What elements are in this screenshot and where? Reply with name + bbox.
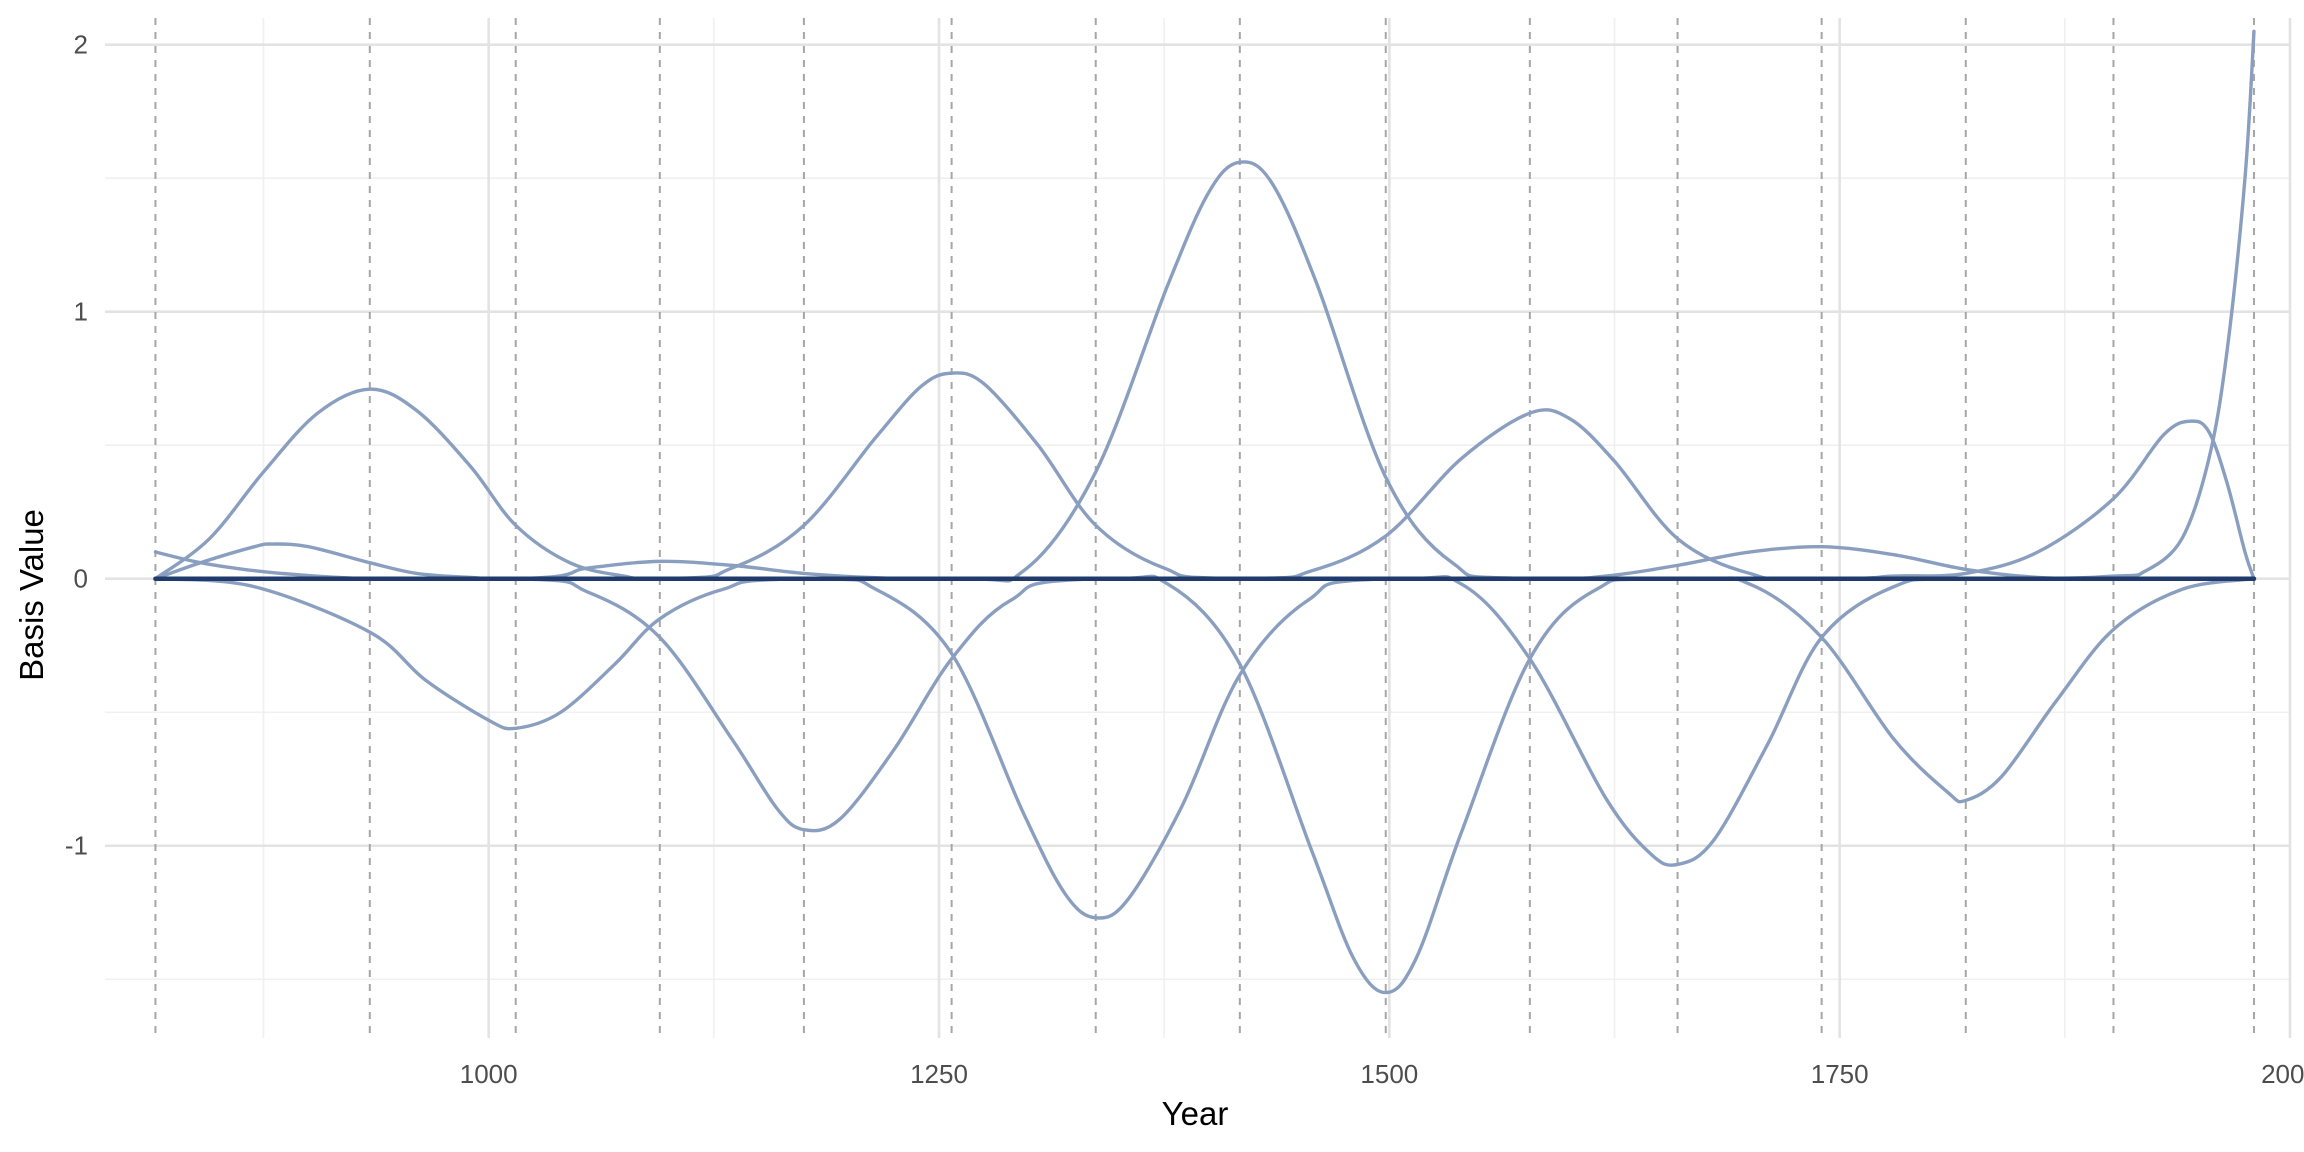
major-gridlines [105, 18, 2292, 1038]
basis-function-series-16 [153, 29, 2256, 581]
basis-function-series-2 [153, 542, 2256, 581]
x-tick-label: 2000 [2261, 1059, 2304, 1089]
basis-function-series-8 [153, 577, 2256, 920]
x-tick-label: 1750 [1811, 1059, 1869, 1089]
minor-gridlines [105, 18, 2290, 1038]
y-tick-label: -1 [65, 831, 88, 861]
basis-function-series-3 [153, 387, 2256, 581]
x-tick-label: 1500 [1360, 1059, 1418, 1089]
y-tick-label: 0 [74, 564, 88, 594]
x-axis-ticks: 1000 1250 1500 1750 2000 [460, 1059, 2304, 1089]
y-axis-ticks: -1 0 1 2 [65, 30, 88, 861]
y-tick-label: 1 [74, 297, 88, 327]
x-tick-label: 1250 [910, 1059, 968, 1089]
knot-lines [154, 18, 2255, 1038]
basis-function-series-11 [153, 408, 2256, 581]
basis-function-series-7 [153, 371, 2256, 581]
x-tick-label: 1000 [460, 1059, 518, 1089]
basis-series-group [153, 29, 2257, 995]
basis-function-series-13 [153, 544, 2256, 581]
basis-function-series-12 [153, 574, 2256, 867]
y-tick-label: 2 [74, 30, 88, 60]
x-axis-title: Year [1162, 1095, 1229, 1132]
basis-function-series-4 [153, 577, 2256, 731]
y-axis-title: Basis Value [13, 509, 50, 681]
basis-function-series-6 [153, 577, 2256, 833]
basis-function-series-9 [153, 160, 2256, 583]
